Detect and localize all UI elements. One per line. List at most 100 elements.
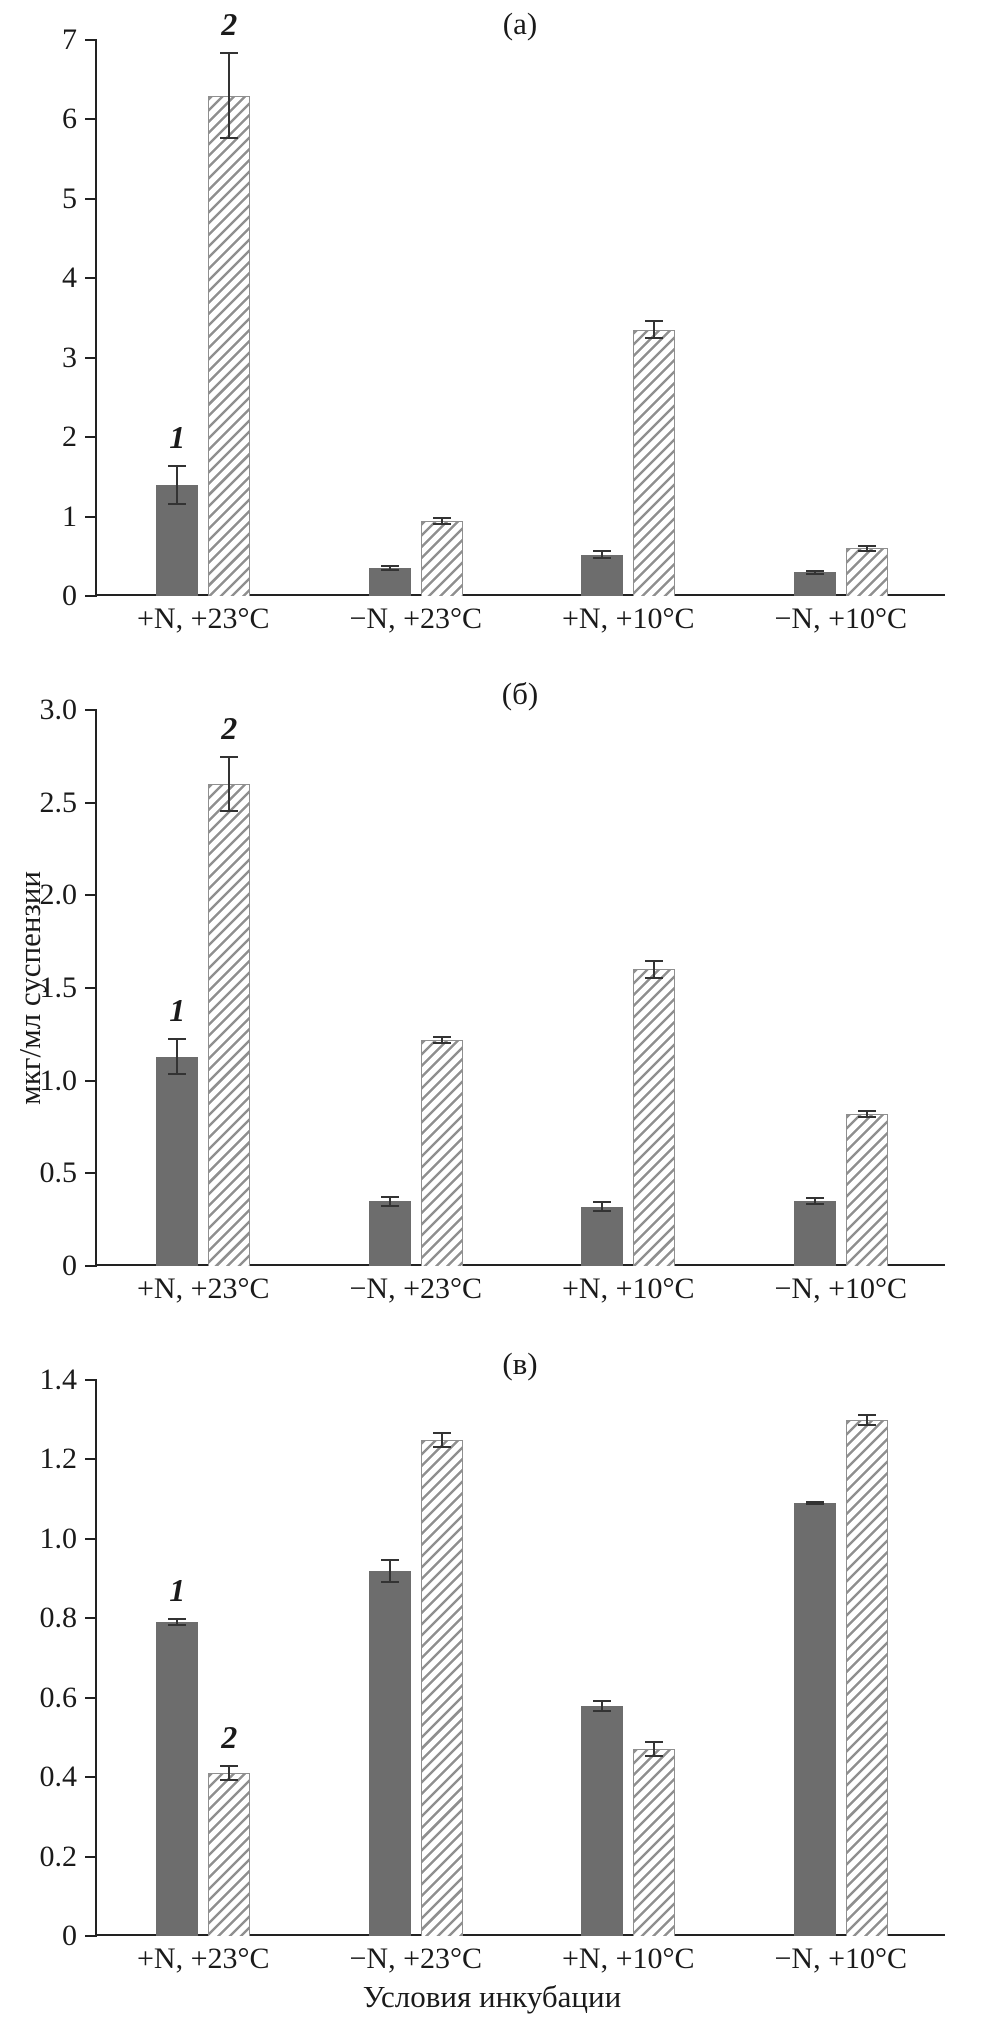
error-bar — [220, 51, 239, 140]
panel-title: (в) — [502, 1346, 538, 1381]
panel-a: (а) 0 1 2 3 4 5 6 7 +N, +23°C 1 2 −N, +23°C +N, +10°… — [0, 6, 984, 666]
error-bar — [220, 1765, 239, 1782]
error-bar-cap-top — [645, 960, 664, 963]
error-bar — [857, 1110, 876, 1118]
error-bar-cap-bottom — [593, 1210, 612, 1213]
y-tick-label: 5 — [62, 181, 77, 215]
error-bar-cap-top — [432, 516, 451, 519]
y-tick-mark — [85, 436, 97, 439]
bar-solid — [368, 1201, 411, 1266]
x-category-label: +N, +10°C — [561, 1942, 695, 1975]
bar-solid — [581, 1705, 624, 1936]
bar-solid — [368, 568, 411, 596]
y-tick-mark — [85, 1458, 97, 1461]
x-category-label: −N, +10°C — [774, 1942, 907, 1975]
plot-area: 0 0.2 0.4 0.6 0.8 1.0 1.2 1.4 +N, +23°C 1 2 −N, +23… — [40, 1363, 945, 1975]
error-bar-cap-top — [593, 1699, 612, 1702]
series-marker: 2 — [221, 5, 238, 42]
error-bar-cap-bottom — [168, 502, 187, 505]
error-bar-cap-top — [645, 1741, 664, 1744]
error-bar-cap-top — [168, 1038, 187, 1041]
error-bar-cap-top — [168, 464, 187, 467]
error-bar-cap-top — [220, 756, 239, 759]
y-tick-mark — [85, 515, 97, 518]
bar-hatched — [845, 1419, 888, 1936]
error-bar — [857, 1413, 876, 1426]
y-tick-mark — [85, 1696, 97, 1699]
error-bar-cap-top — [645, 320, 664, 323]
y-tick-mark — [85, 39, 97, 41]
error-bar — [168, 1038, 187, 1076]
error-bar-cap-bottom — [220, 809, 239, 812]
error-bar — [645, 1741, 664, 1758]
x-axis-title: Условия инкубации — [362, 1979, 622, 2014]
error-bar-stem — [813, 569, 816, 575]
error-bar-stem — [653, 960, 656, 979]
error-bar — [168, 1618, 187, 1627]
error-bar-cap-bottom — [857, 549, 876, 552]
error-bar — [380, 1558, 399, 1583]
error-bar — [805, 569, 824, 575]
error-bar-cap-bottom — [645, 976, 664, 979]
y-tick-label: 2 — [62, 420, 77, 454]
bar-hatched — [633, 329, 676, 596]
y-tick-mark — [85, 197, 97, 200]
bar-solid — [793, 1201, 836, 1266]
y-tick-mark — [85, 356, 97, 359]
y-tick-mark — [85, 801, 97, 804]
error-bar-stem — [388, 1558, 391, 1583]
y-tick-mark — [85, 1935, 97, 1937]
error-bar-cap-top — [168, 1618, 187, 1621]
series-marker: 1 — [169, 1572, 186, 1609]
y-tick-label: 3.0 — [39, 693, 78, 726]
bar-solid — [581, 1206, 624, 1266]
error-bar-stem — [440, 516, 443, 525]
error-bar-cap-top — [220, 1765, 239, 1768]
error-bar-stem — [601, 1699, 604, 1712]
x-category-label: −N, +23°C — [349, 602, 482, 635]
x-category-label: −N, +23°C — [349, 1272, 482, 1305]
error-bar-cap-bottom — [593, 1709, 612, 1712]
y-tick-label: 3 — [62, 340, 77, 374]
error-bar-stem — [865, 545, 868, 552]
bar-hatched — [420, 1439, 463, 1936]
error-bar-cap-top — [380, 565, 399, 568]
series-marker: 2 — [221, 1719, 238, 1756]
y-tick-label: 0.4 — [39, 1760, 78, 1794]
y-tick-mark — [85, 987, 97, 989]
error-bar — [168, 464, 187, 505]
error-bar — [432, 1431, 451, 1448]
error-bar-cap-top — [857, 545, 876, 548]
error-bar-cap-bottom — [168, 1624, 187, 1627]
y-tick-label: 1 — [62, 499, 77, 533]
error-bar — [593, 1699, 612, 1712]
error-bar-stem — [601, 1201, 604, 1213]
error-bar-cap-bottom — [593, 557, 612, 560]
error-bar-cap-bottom — [645, 337, 664, 340]
error-bar-cap-bottom — [432, 1041, 451, 1044]
y-tick-mark — [85, 1617, 97, 1620]
error-bar-stem — [865, 1413, 868, 1426]
error-bar-cap-bottom — [857, 1115, 876, 1118]
x-category-label: +N, +23°C — [136, 1272, 270, 1305]
bar-hatched — [845, 548, 888, 596]
error-bar-stem — [228, 756, 231, 812]
y-tick-label: 1.0 — [39, 1063, 78, 1097]
error-bar-stem — [176, 1038, 179, 1076]
error-bar-stem — [388, 1195, 391, 1207]
y-tick-mark — [85, 894, 97, 897]
y-tick-mark — [85, 1379, 97, 1381]
panel-title: (а) — [502, 6, 538, 41]
error-bar — [805, 1501, 824, 1506]
error-bar-stem — [228, 51, 231, 140]
error-bar-cap-bottom — [168, 1073, 187, 1076]
bar-hatched — [633, 1749, 676, 1936]
plot-area: 0 0.5 1.0 1.5 2.0 2.5 3.0 +N, +23°C 1 2 −N, +23°C +… — [40, 693, 945, 1305]
y-tick-mark — [85, 1079, 97, 1082]
bar-solid — [793, 1503, 836, 1936]
error-bar — [432, 1036, 451, 1044]
y-tick-mark — [85, 1537, 97, 1540]
y-tick-label: 0 — [62, 1249, 77, 1282]
bar-hatched — [845, 1114, 888, 1266]
error-bar-stem — [653, 320, 656, 340]
